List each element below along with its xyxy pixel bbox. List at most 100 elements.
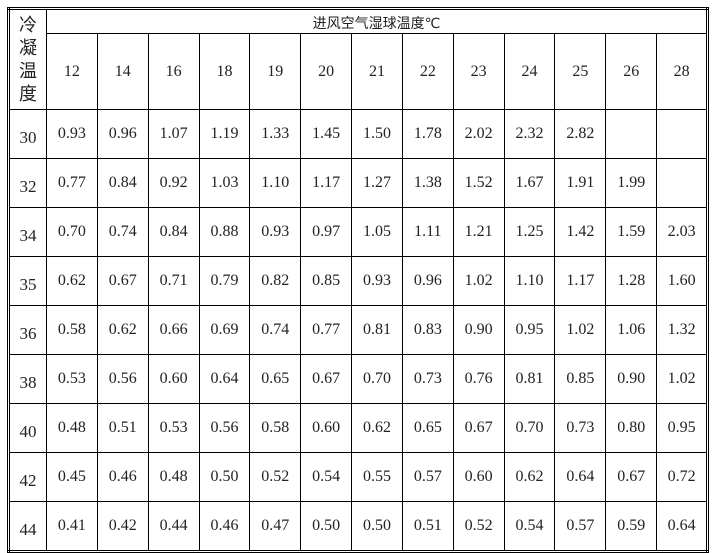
data-cell: 1.17 — [300, 158, 353, 208]
data-cell: 1.19 — [198, 109, 251, 159]
data-cell: 1.45 — [300, 109, 353, 159]
header-row: 冷凝温度 进风空气湿球温度℃ — [8, 8, 708, 110]
data-cell: 1.99 — [605, 158, 658, 208]
data-cell: 0.83 — [401, 305, 454, 355]
data-cell: 0.48 — [46, 403, 98, 453]
data-cell: 0.64 — [554, 452, 607, 502]
data-row: 34 0.70 0.74 0.84 0.88 0.93 0.97 1.05 1.11 1.21 1.… — [8, 207, 708, 257]
column-header-row: 12 14 16 18 19 20 21 22 23 24 25 26 28 — [9, 33, 708, 110]
data-cell: 0.59 — [605, 501, 658, 552]
data-cell: 0.56 — [198, 403, 251, 453]
row-header: 38 — [8, 354, 47, 404]
data-cell: 0.42 — [96, 501, 149, 552]
data-cell: 0.76 — [452, 354, 505, 404]
column-header: 25 — [554, 33, 607, 110]
data-cell: 0.85 — [554, 354, 607, 404]
data-row: 44 0.41 0.42 0.44 0.46 0.47 0.50 0.50 0.51 0.52 0.… — [8, 501, 708, 552]
data-cell: 0.90 — [452, 305, 505, 355]
data-cell: 0.74 — [249, 305, 302, 355]
data-cell: 0.55 — [351, 452, 403, 502]
data-cell: 0.62 — [96, 305, 149, 355]
data-cell: 0.92 — [147, 158, 200, 208]
data-cell: 0.67 — [452, 403, 505, 453]
data-cell: 0.96 — [96, 109, 149, 159]
data-cell — [656, 158, 708, 208]
data-cell: 0.54 — [503, 501, 556, 552]
data-cell: 0.66 — [147, 305, 200, 355]
group-header: 进风空气湿球温度℃ — [46, 8, 708, 34]
data-cell: 2.02 — [452, 109, 505, 159]
data-cell: 0.65 — [401, 403, 454, 453]
data-cell: 0.64 — [198, 354, 251, 404]
data-cell: 1.07 — [147, 109, 200, 159]
data-cell: 0.67 — [605, 452, 658, 502]
column-header: 26 — [605, 33, 658, 110]
data-cell: 0.52 — [452, 501, 505, 552]
data-cell: 0.82 — [249, 256, 302, 306]
data-cell: 0.93 — [249, 207, 302, 257]
data-cell: 0.84 — [96, 158, 149, 208]
column-header: 16 — [147, 33, 200, 110]
data-cell: 1.25 — [503, 207, 556, 257]
data-cell: 0.74 — [96, 207, 149, 257]
data-cell: 0.60 — [300, 403, 353, 453]
table-body: 冷凝温度 进风空气湿球温度℃ 12 14 16 18 19 20 21 22 23 24 25 26 2… — [8, 8, 708, 552]
data-cell: 0.62 — [503, 452, 556, 502]
data-cell: 1.03 — [198, 158, 251, 208]
data-cell: 2.82 — [554, 109, 607, 159]
column-header: 12 — [46, 33, 98, 110]
data-cell: 0.60 — [452, 452, 505, 502]
row-header: 32 — [8, 158, 47, 208]
column-header: 20 — [300, 33, 353, 110]
corner-label: 冷凝温度 — [19, 14, 37, 105]
data-cell: 0.67 — [300, 354, 353, 404]
data-cell: 1.32 — [656, 305, 708, 355]
data-cell — [605, 109, 658, 159]
data-cell: 1.02 — [452, 256, 505, 306]
data-cell: 0.73 — [554, 403, 607, 453]
data-cell: 1.50 — [351, 109, 403, 159]
row-header: 34 — [8, 207, 47, 257]
data-cell: 1.10 — [503, 256, 556, 306]
data-cell: 0.70 — [351, 354, 403, 404]
data-cell: 0.58 — [249, 403, 302, 453]
data-cell: 0.93 — [351, 256, 403, 306]
data-cell: 0.67 — [96, 256, 149, 306]
row-header: 36 — [8, 305, 47, 355]
data-cell: 0.60 — [147, 354, 200, 404]
data-cell: 0.97 — [300, 207, 353, 257]
data-cell: 0.93 — [46, 109, 98, 159]
data-cell: 0.53 — [46, 354, 98, 404]
data-cell: 0.95 — [656, 403, 708, 453]
data-cell: 1.33 — [249, 109, 302, 159]
data-cell: 0.50 — [300, 501, 353, 552]
data-cell: 0.85 — [300, 256, 353, 306]
data-cell: 0.79 — [198, 256, 251, 306]
data-cell: 1.67 — [503, 158, 556, 208]
data-row: 40 0.48 0.51 0.53 0.56 0.58 0.60 0.62 0.65 0.67 0.… — [8, 403, 708, 453]
data-cell: 2.03 — [656, 207, 708, 257]
data-cell: 0.62 — [46, 256, 98, 306]
data-cell: 0.46 — [96, 452, 149, 502]
row-header: 40 — [8, 403, 47, 453]
data-cell: 0.41 — [46, 501, 98, 552]
data-cell: 1.02 — [656, 354, 708, 404]
data-row: 30 0.93 0.96 1.07 1.19 1.33 1.45 1.50 1.78 2.02 2.… — [8, 109, 708, 159]
data-cell: 0.45 — [46, 452, 98, 502]
data-cell: 1.91 — [554, 158, 607, 208]
data-cell: 0.53 — [147, 403, 200, 453]
data-cell: 0.46 — [198, 501, 251, 552]
data-row: 36 0.58 0.62 0.66 0.69 0.74 0.77 0.81 0.83 0.90 0.… — [8, 305, 708, 355]
data-cell: 0.48 — [147, 452, 200, 502]
data-cell: 1.21 — [452, 207, 505, 257]
data-cell: 1.11 — [401, 207, 454, 257]
data-cell: 0.69 — [198, 305, 251, 355]
column-header: 21 — [351, 33, 403, 110]
data-cell: 1.59 — [605, 207, 658, 257]
data-cell: 1.06 — [605, 305, 658, 355]
column-header: 22 — [401, 33, 454, 110]
data-cell: 0.52 — [249, 452, 302, 502]
data-cell: 1.27 — [351, 158, 403, 208]
column-header: 18 — [198, 33, 251, 110]
data-row: 38 0.53 0.56 0.60 0.64 0.65 0.67 0.70 0.73 0.76 0.… — [8, 354, 708, 404]
